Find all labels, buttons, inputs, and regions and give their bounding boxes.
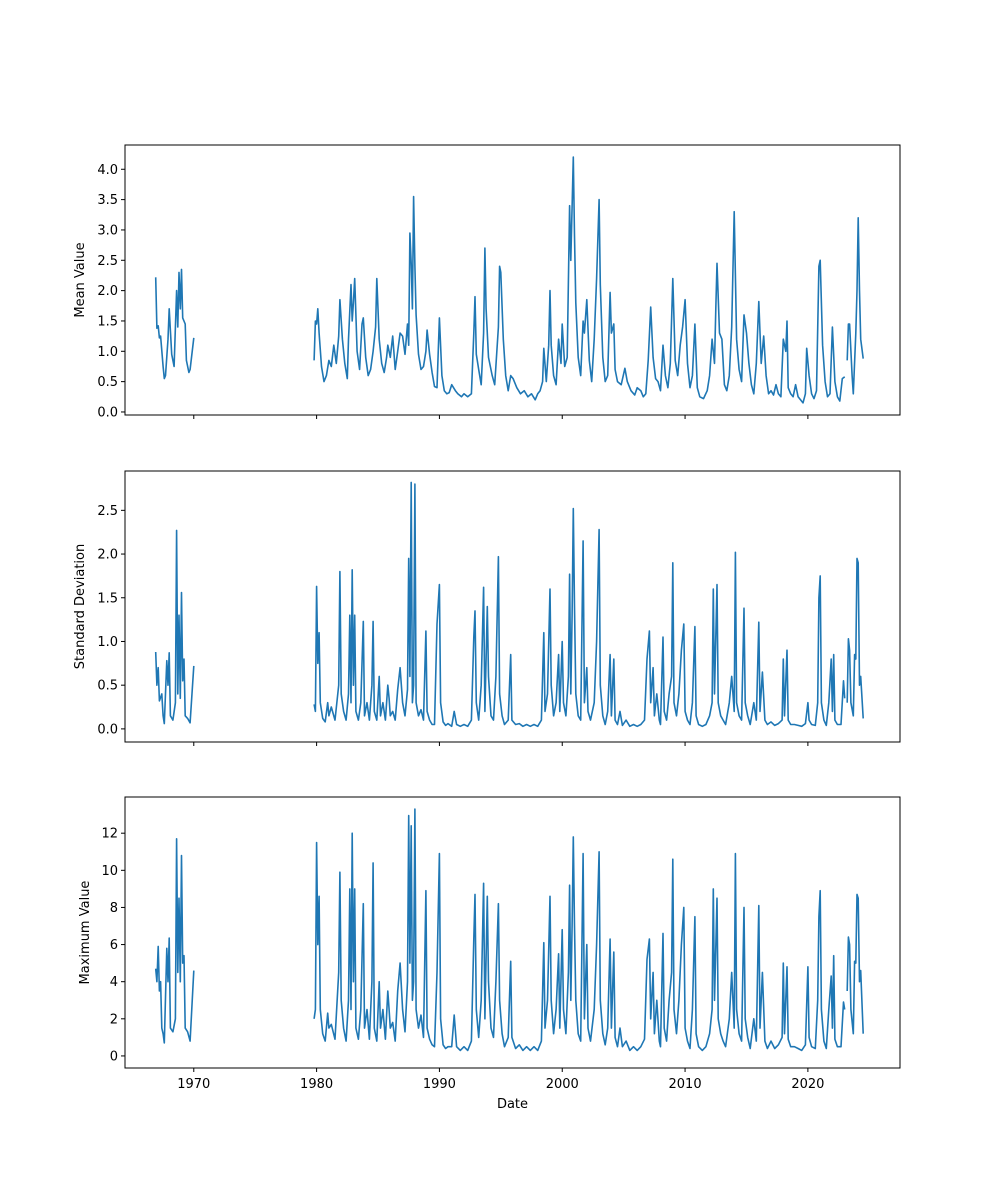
x-axis-ticks — [193, 742, 809, 746]
x-tick-label: 2010 — [669, 1077, 702, 1092]
line-series — [154, 156, 864, 404]
series-line-segment — [313, 481, 846, 728]
line-series — [154, 481, 864, 728]
x-tick-label: 1980 — [300, 1077, 333, 1092]
series-line-segment — [846, 557, 864, 719]
plot-frame — [124, 470, 901, 743]
y-tick-label: 1.0 — [97, 635, 118, 650]
y-tick-label: 10 — [101, 864, 118, 879]
x-axis-ticks: 1970 1980 1990 2000 2010 2020 — [177, 1068, 824, 1092]
series-line-segment — [846, 893, 864, 1035]
y-tick-label: 2.5 — [97, 254, 118, 269]
line-series — [154, 808, 864, 1052]
x-axis-label: Date — [497, 1097, 528, 1112]
y-tick-label: 1.0 — [97, 345, 118, 360]
x-tick-label: 1990 — [423, 1077, 456, 1092]
y-tick-label: 2.5 — [97, 504, 118, 519]
y-axis-label: Mean Value — [73, 242, 88, 317]
series-line-segment — [154, 529, 195, 725]
y-tick-label: 0 — [110, 1049, 118, 1064]
y-tick-label: 8 — [110, 901, 118, 916]
y-axis-ticks: 0 2 4 6 8 10 12 — [101, 827, 125, 1064]
y-tick-label: 0.5 — [97, 375, 118, 390]
series-line-segment — [313, 808, 846, 1052]
series-line-segment — [154, 268, 195, 380]
y-tick-label: 0.0 — [97, 722, 118, 737]
y-axis-label: Standard Deviation — [73, 544, 88, 669]
standard-deviation-subplot: 0.0 0.5 1.0 1.5 2.0 2.5 Standard Deviation — [73, 470, 901, 746]
series-line-segment — [846, 217, 864, 395]
y-tick-label: 0.0 — [97, 405, 118, 420]
x-tick-label: 2020 — [791, 1077, 824, 1092]
y-tick-label: 3.5 — [97, 193, 118, 208]
y-axis-ticks: 0.0 0.5 1.0 1.5 2.0 2.5 3.0 3.5 4.0 — [97, 163, 125, 420]
y-tick-label: 4.0 — [97, 163, 118, 178]
y-tick-label: 1.5 — [97, 591, 118, 606]
y-tick-label: 12 — [101, 827, 118, 842]
x-tick-label: 2000 — [546, 1077, 579, 1092]
y-tick-label: 2.0 — [97, 284, 118, 299]
y-tick-label: 4 — [110, 975, 118, 990]
series-line-segment — [313, 156, 846, 404]
y-axis-ticks: 0.0 0.5 1.0 1.5 2.0 2.5 — [97, 504, 125, 737]
mean-value-subplot: 0.0 0.5 1.0 1.5 2.0 2.5 3.0 3.5 4.0 Mean Value — [73, 144, 901, 420]
x-axis-ticks — [193, 415, 809, 419]
y-tick-label: 0.5 — [97, 679, 118, 694]
y-tick-label: 3.0 — [97, 223, 118, 238]
plot-frame — [124, 796, 901, 1069]
y-tick-label: 2.0 — [97, 548, 118, 563]
y-tick-label: 1.5 — [97, 314, 118, 329]
y-tick-label: 6 — [110, 938, 118, 953]
maximum-value-subplot: 0 2 4 6 8 10 12 1970 1980 1990 2000 2010 2020 Maxim… — [78, 796, 901, 1112]
series-line-segment — [154, 837, 195, 1044]
y-axis-label: Maximum Value — [78, 881, 93, 985]
y-tick-label: 2 — [110, 1012, 118, 1027]
x-tick-label: 1970 — [177, 1077, 210, 1092]
plot-frame — [124, 144, 901, 416]
